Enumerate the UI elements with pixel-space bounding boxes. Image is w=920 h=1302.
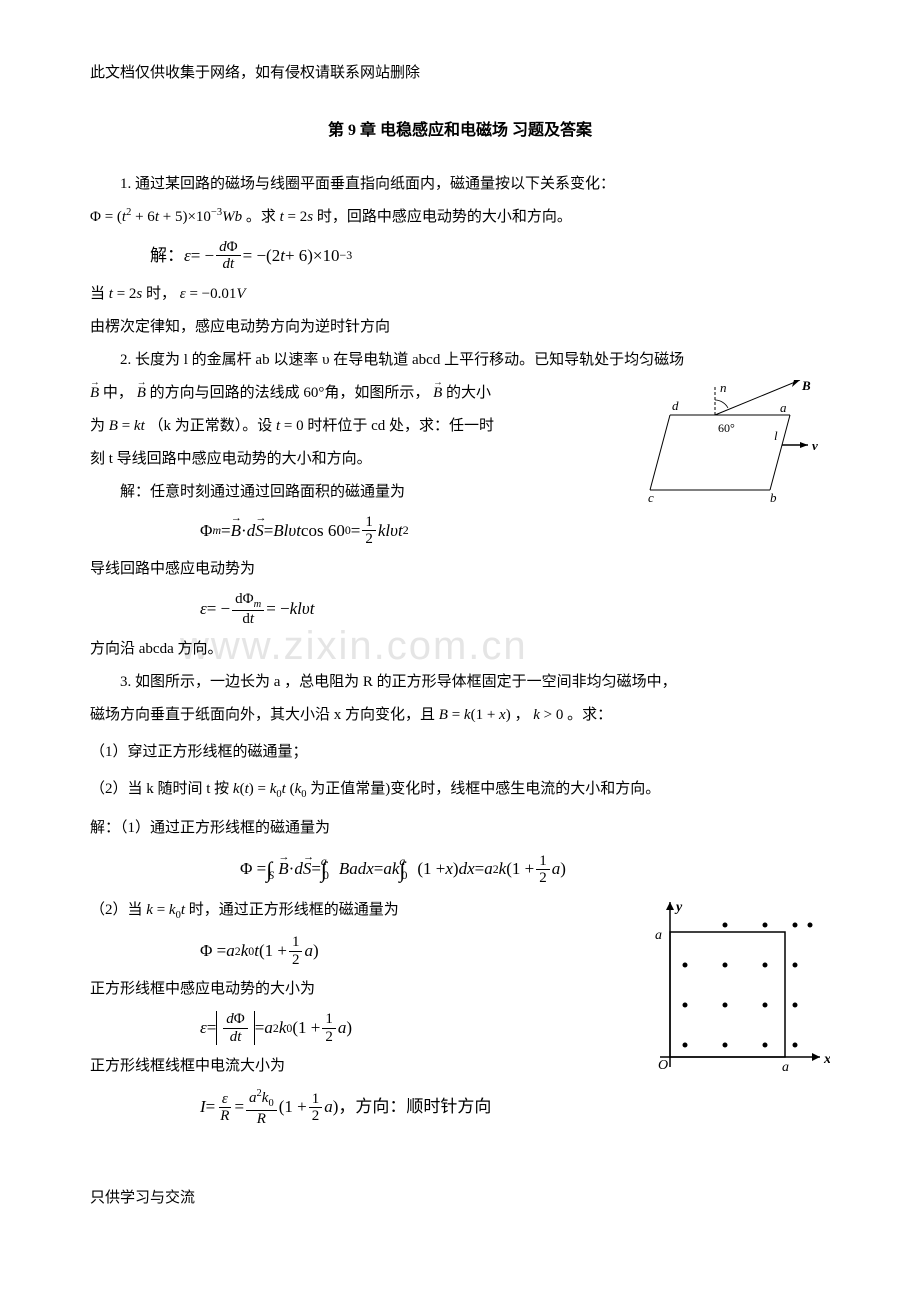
problem2-text: 2. 长度为 l 的金属杆 ab 以速率 υ 在导电轨道 abcd 上平行移动。… (90, 347, 830, 374)
problem2-emf-label: 导线回路中感应电动势为 (90, 556, 830, 583)
svg-text:y: y (674, 900, 683, 915)
p3-l2c: 。求： (567, 707, 612, 723)
p2-mid3: 的大小 (446, 385, 491, 401)
svg-text:60°: 60° (718, 421, 735, 435)
header-note: 此文档仅供收集于网络，如有侵权请联系网站删除 (90, 60, 830, 87)
figure-parallelogram: n B 60° d a c b l v (630, 380, 830, 510)
p3-l2b: ， (514, 707, 529, 723)
svg-text:B: B (801, 380, 811, 393)
p2-l2c: 时杆位于 cd 处，求：任一时 (307, 418, 494, 434)
p1-when: 当 (90, 286, 105, 302)
svg-text:x: x (823, 1052, 830, 1067)
problem3-text: 3. 如图所示，一边长为 a ，总电阻为 R 的正方形导体框固定于一空间非均匀磁… (90, 669, 830, 696)
problem3-emf: ε = dΦdt = a2k0(1 + 12 a) (90, 1011, 620, 1045)
p3-p2b: 时，通过正方形线框的磁通量为 (189, 902, 399, 918)
p3-dir: ，方向：顺时针方向 (338, 1092, 491, 1123)
problem2-flux: Φm = B · dS = Blυt cos 600 = 12 klυt2 (90, 514, 830, 548)
problem3-q1: （1）穿过正方形线框的磁通量； (90, 739, 830, 766)
page-content: 此文档仅供收集于网络，如有侵权请联系网站删除 第 9 章 电稳感应和电磁场 习题… (90, 60, 830, 1212)
p1-mid: 时，回路中感应电动势的大小和方向。 (317, 209, 572, 225)
problem3-sol: 解：（1）通过正方形线框的磁通量为 (90, 815, 830, 842)
p3-q2b: 为正值常量)变化时，线框中感生电流的大小和方向。 (310, 781, 660, 797)
p2-l2a: 为 (90, 418, 105, 434)
svg-text:c: c (648, 490, 654, 505)
problem2-dir: 方向沿 abcda 方向。 (90, 636, 830, 663)
problem1-conclusion: 由楞次定律知，感应电动势方向为逆时针方向 (90, 314, 830, 341)
svg-text:d: d (672, 398, 679, 413)
p2-mid: 中， (103, 385, 133, 401)
problem3-line2: 磁场方向垂直于纸面向外，其大小沿 x 方向变化，且 B = k(1 + x) ，… (90, 702, 830, 729)
svg-text:O: O (658, 1058, 668, 1073)
svg-text:a: a (782, 1060, 789, 1075)
p2-l2b: （k 为正常数）。设 (148, 418, 272, 434)
p1-prefix: 。求 (246, 209, 276, 225)
problem3-q2: （2）当 k 随时间 t 按 k(t) = k0t (k0 为正值常量)变化时，… (90, 776, 830, 805)
problem3-flux-integral: Φ = ∫S B · dS = ∫0a Badx = ak ∫0a (1 + x… (90, 850, 830, 890)
p3-p2a: （2）当 (90, 902, 143, 918)
problem2-emf: ε = − dΦmdt = −klυt (90, 591, 830, 628)
svg-text:a: a (780, 400, 787, 415)
figure-square-field: O a a y x (630, 897, 830, 1077)
p1-sol-label: 解： (150, 241, 184, 272)
problem3-current: I = εR = a2k0R (1 + 12 a) ，方向：顺时针方向 (90, 1088, 830, 1127)
p3-q2a: （2）当 k 随时间 t 按 (90, 781, 229, 797)
p3-l2a: 磁场方向垂直于纸面向外，其大小沿 x 方向变化，且 (90, 707, 435, 723)
svg-text:b: b (770, 490, 777, 505)
svg-text:n: n (720, 380, 727, 395)
chapter-title: 第 9 章 电稳感应和电磁场 习题及答案 (90, 117, 830, 146)
svg-text:v: v (812, 438, 818, 453)
p1-time: 时， (146, 286, 176, 302)
svg-text:a: a (655, 928, 662, 943)
svg-text:l: l (774, 428, 778, 443)
problem1-solution: 解： ε = − dΦdt = −(2t + 6)×10−3 (90, 239, 830, 273)
problem1-text: 1. 通过某回路的磁场与线圈平面垂直指向纸面内，磁通量按以下关系变化： (90, 171, 830, 198)
problem1-result: 当 t = 2s 时， ε = −0.01V (90, 281, 830, 308)
footer-note: 只供学习与交流 (90, 1185, 830, 1212)
p2-mid2: 的方向与回路的法线成 60°角，如图所示， (150, 385, 430, 401)
problem1-formula-line: Φ = (t2 + 6t + 5)×10−3Wb 。求 t = 2s 时，回路中… (90, 204, 830, 231)
problem3-flux2: Φ = a2k0t(1 + 12 a) (90, 934, 620, 968)
p2-text: 2. 长度为 l 的金属杆 ab 以速率 υ 在导电轨道 abcd 上平行移动。… (120, 352, 684, 368)
